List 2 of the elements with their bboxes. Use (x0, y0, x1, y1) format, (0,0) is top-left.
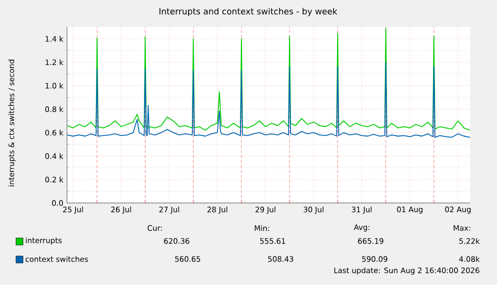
chart-title: Interrupts and context switches - by week (159, 8, 338, 16)
line-series (67, 62, 470, 138)
